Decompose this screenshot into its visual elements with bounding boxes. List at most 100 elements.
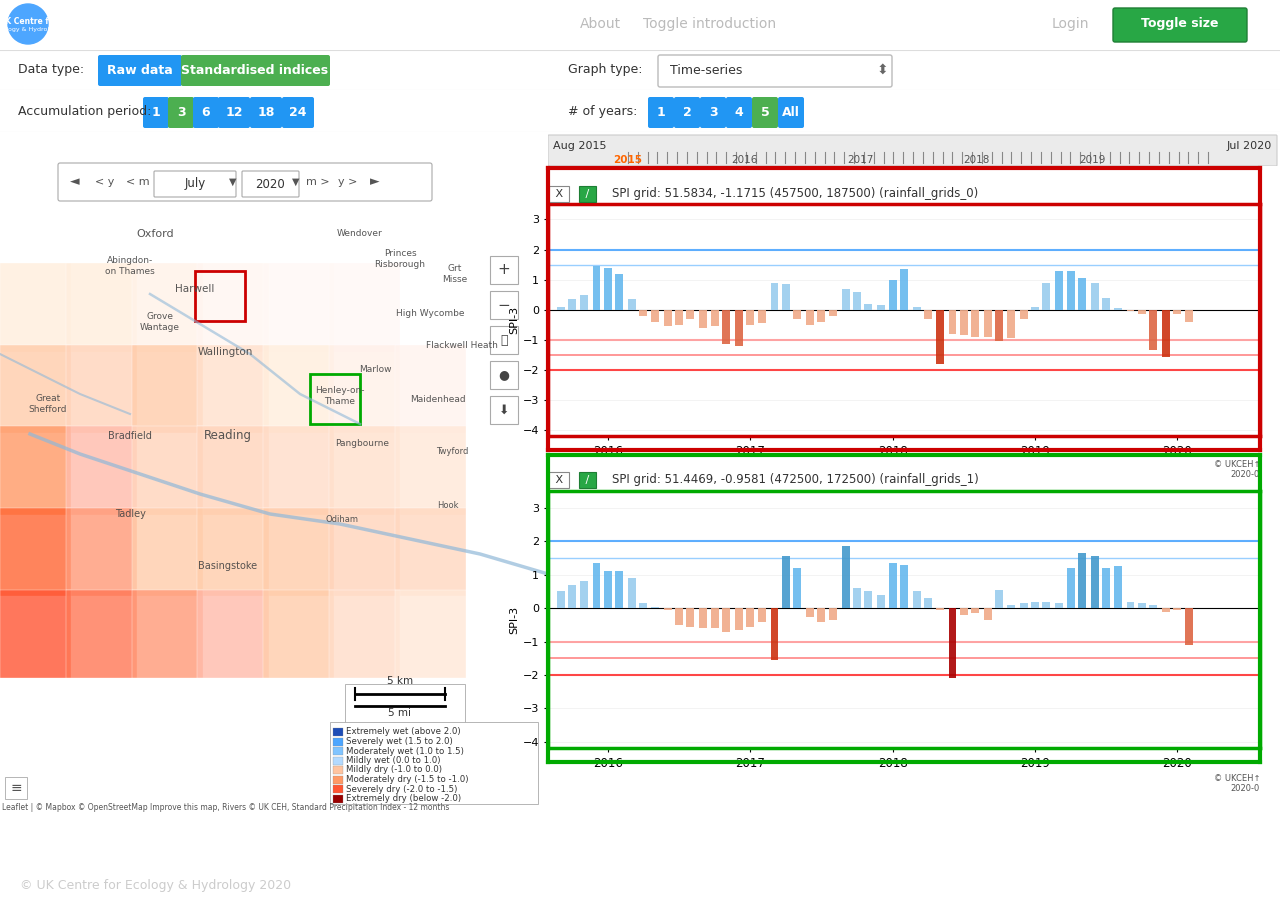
Text: Leaflet | © Mapbox © OpenStreetMap Improve this map, Rivers © UK CEH, Standard P: Leaflet | © Mapbox © OpenStreetMap Impro… [3, 803, 449, 812]
Bar [1185, 310, 1193, 322]
Text: Accumulation period:: Accumulation period: [18, 105, 151, 118]
Bar [490, 256, 518, 284]
Bar [329, 264, 401, 352]
Bar [1078, 278, 1085, 310]
Text: 12: 12 [225, 105, 243, 118]
Bar [1078, 553, 1085, 608]
Text: ⌕: ⌕ [500, 334, 508, 346]
FancyBboxPatch shape [242, 171, 300, 197]
Bar [65, 426, 137, 514]
Bar [746, 310, 754, 325]
Bar [132, 264, 202, 352]
FancyBboxPatch shape [154, 171, 236, 197]
Bar [0, 590, 72, 678]
Bar [1114, 308, 1121, 310]
Text: Marlow: Marlow [358, 365, 392, 374]
Bar [806, 310, 814, 325]
Text: 5 km: 5 km [387, 676, 413, 686]
Text: Ecology & Hydrology: Ecology & Hydrology [0, 26, 61, 32]
Bar [710, 608, 718, 628]
Text: © UKCEH↑
2020-0: © UKCEH↑ 2020-0 [1213, 774, 1260, 794]
Text: 6: 6 [202, 105, 210, 118]
Bar [490, 396, 518, 424]
Text: Home: Home [509, 17, 550, 31]
Text: Standardised indices: Standardised indices [182, 64, 329, 76]
Bar [1020, 604, 1028, 608]
Bar [913, 592, 920, 608]
FancyBboxPatch shape [658, 55, 892, 87]
Bar [1149, 604, 1157, 608]
Bar [65, 345, 137, 434]
Text: About: About [580, 17, 621, 31]
Bar [984, 310, 992, 337]
Text: Wallington: Wallington [197, 347, 252, 357]
Bar [900, 564, 908, 608]
Text: Reading: Reading [204, 429, 252, 443]
FancyBboxPatch shape [648, 97, 675, 128]
Bar [686, 310, 694, 319]
Bar [996, 590, 1004, 608]
Bar [771, 283, 778, 310]
Bar [1032, 602, 1039, 608]
Bar [1174, 608, 1181, 610]
Text: ►: ► [370, 175, 380, 188]
Bar [394, 345, 466, 434]
Text: Abingdon-
on Thames: Abingdon- on Thames [105, 256, 155, 275]
Bar [333, 756, 343, 764]
Bar [616, 572, 623, 608]
Text: Severely dry (-2.0 to -1.5): Severely dry (-2.0 to -1.5) [346, 784, 457, 794]
Bar [628, 578, 636, 608]
Bar [568, 299, 576, 310]
FancyBboxPatch shape [726, 97, 753, 128]
FancyBboxPatch shape [778, 97, 804, 128]
Bar [197, 264, 269, 352]
Bar [333, 737, 343, 745]
Bar [580, 295, 588, 310]
Bar [675, 608, 684, 624]
Bar [852, 292, 861, 310]
FancyBboxPatch shape [58, 163, 433, 201]
Bar [972, 608, 979, 614]
FancyBboxPatch shape [180, 55, 330, 86]
Bar [1007, 310, 1015, 338]
Bar [710, 310, 718, 326]
Text: 3: 3 [177, 105, 186, 118]
Text: < m: < m [127, 177, 150, 187]
Bar [913, 307, 920, 310]
Bar [1126, 310, 1134, 311]
Text: Henley-on-
Thame: Henley-on- Thame [315, 386, 365, 405]
FancyBboxPatch shape [753, 97, 778, 128]
Text: 5: 5 [760, 105, 769, 118]
Bar [1055, 604, 1064, 608]
Text: Jul 2020: Jul 2020 [1226, 141, 1272, 151]
Text: Graph type:: Graph type: [568, 64, 643, 76]
Bar [1091, 283, 1098, 310]
Bar [936, 608, 943, 610]
Text: y >: y > [338, 177, 357, 187]
FancyBboxPatch shape [143, 97, 169, 128]
FancyBboxPatch shape [700, 97, 726, 128]
Bar [65, 264, 137, 352]
Bar [604, 572, 612, 608]
Bar [664, 310, 672, 326]
Bar [758, 310, 765, 324]
Bar [782, 556, 790, 608]
Bar [1007, 604, 1015, 608]
Bar [652, 606, 659, 608]
Bar [346, 684, 465, 726]
Text: UK Water Resources Portal: UK Water Resources Portal [141, 14, 460, 34]
Text: Princes
Risborough: Princes Risborough [375, 249, 425, 269]
FancyBboxPatch shape [250, 97, 282, 128]
Bar [735, 310, 742, 346]
Bar [0, 264, 72, 352]
Text: 3: 3 [709, 105, 717, 118]
Text: Pangbourne: Pangbourne [335, 439, 389, 448]
Bar [746, 608, 754, 626]
Text: # of years:: # of years: [568, 105, 637, 118]
Text: Toggle size: Toggle size [1142, 17, 1219, 31]
Bar [197, 508, 269, 596]
Bar [0, 426, 72, 514]
Bar [264, 264, 334, 352]
Bar [818, 608, 826, 622]
Bar [197, 426, 269, 514]
